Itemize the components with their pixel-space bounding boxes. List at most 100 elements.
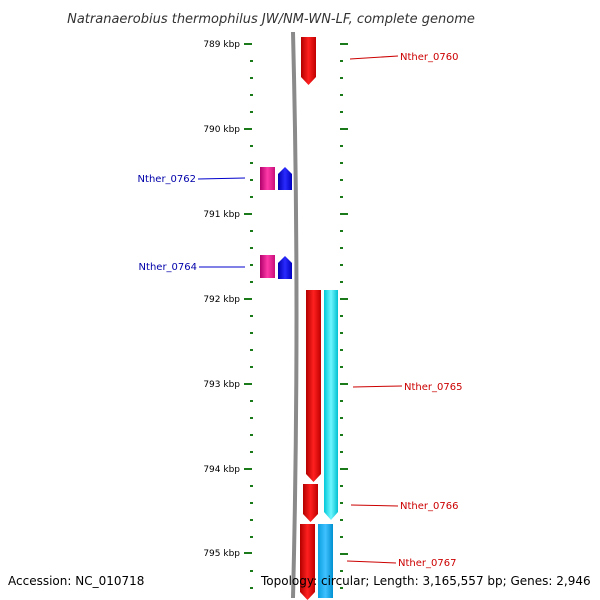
callout-line <box>352 385 403 388</box>
ruler-label: 794 kbp <box>203 465 240 475</box>
ruler-label: 790 kbp <box>203 125 240 135</box>
ruler-minor-tick <box>250 60 253 62</box>
ruler-minor-tick <box>250 332 253 334</box>
ruler-minor-tick <box>250 366 253 368</box>
ruler-major-tick <box>340 128 348 130</box>
callout-line <box>197 177 246 180</box>
accession-text: Accession: NC_010718 <box>8 574 145 588</box>
ruler-minor-tick <box>250 570 253 572</box>
forward-cds-arrow <box>278 167 292 190</box>
ruler-minor-tick <box>340 332 343 334</box>
reverse-cds-arrow <box>301 37 316 85</box>
ruler-label: 793 kbp <box>203 380 240 390</box>
ruler-major-tick <box>340 468 348 470</box>
ruler-minor-tick <box>340 349 343 351</box>
ruler-label: 791 kbp <box>203 210 240 220</box>
gene-label-nther-0765[interactable]: Nther_0765 <box>404 382 462 393</box>
ruler-minor-tick <box>250 417 253 419</box>
ruler-minor-tick <box>340 587 343 589</box>
genome-backbone <box>291 31 299 599</box>
ruler-minor-tick <box>250 485 253 487</box>
ruler-minor-tick <box>340 162 343 164</box>
callout-line <box>346 560 397 564</box>
ruler-minor-tick <box>340 502 343 504</box>
ruler-minor-ticks-left <box>250 60 253 589</box>
reverse-cds-arrow <box>303 484 318 522</box>
ruler-minor-tick <box>250 145 253 147</box>
ruler-minor-tick <box>340 77 343 79</box>
feature-nther-0766: Nther_0766 <box>303 484 458 522</box>
ruler-minor-tick <box>340 400 343 402</box>
ruler-minor-tick <box>250 247 253 249</box>
gene-label-nther-0764[interactable]: Nther_0764 <box>139 262 197 273</box>
ruler-ticks-right <box>340 43 348 589</box>
ruler-minor-tick <box>250 281 253 283</box>
position-ruler: 789 kbp 790 kbp 791 kbp 792 kbp 793 kbp … <box>203 40 348 589</box>
genome-stats-text: Topology: circular; Length: 3,165,557 bp… <box>261 574 591 588</box>
map-title: Natranaerobius thermophilus JW/NM-WN-LF,… <box>67 12 475 27</box>
ruler-major-tick <box>340 298 348 300</box>
ruler-major-tick <box>340 43 348 45</box>
callout-line <box>349 55 399 60</box>
reverse-cds-arrow <box>306 290 321 482</box>
ruler-minor-tick <box>340 570 343 572</box>
ruler-minor-tick <box>340 60 343 62</box>
ruler-major-tick <box>340 213 348 215</box>
ruler-minor-tick <box>340 247 343 249</box>
gene-label-nther-0760[interactable]: Nther_0760 <box>400 52 458 63</box>
ruler-minor-tick <box>340 366 343 368</box>
feature-nther-0765: Nther_0765 <box>306 290 462 520</box>
ruler-minor-tick <box>250 196 253 198</box>
ruler-major-tick <box>340 383 348 385</box>
callout-line <box>350 504 399 507</box>
ruler-minor-tick <box>340 94 343 96</box>
ruler-minor-tick <box>340 230 343 232</box>
misc-feature-block <box>260 167 275 190</box>
ruler-minor-tick <box>250 179 253 181</box>
ruler-minor-tick <box>340 111 343 113</box>
ruler-minor-tick <box>340 536 343 538</box>
ruler-minor-tick <box>340 485 343 487</box>
ruler-minor-tick <box>250 230 253 232</box>
misc-feature-block <box>260 255 275 278</box>
ruler-minor-tick <box>340 196 343 198</box>
ruler-minor-tick <box>250 77 253 79</box>
ruler-minor-tick <box>340 451 343 453</box>
ruler-minor-tick <box>340 145 343 147</box>
ruler-minor-tick <box>250 111 253 113</box>
ruler-minor-tick <box>340 264 343 266</box>
ruler-minor-tick <box>250 94 253 96</box>
reverse-cds-arrow <box>300 524 315 600</box>
ruler-minor-tick <box>340 417 343 419</box>
ruler-minor-tick <box>250 264 253 266</box>
ruler-label: 789 kbp <box>203 40 240 50</box>
forward-cds-arrow <box>278 256 292 279</box>
ruler-label: 792 kbp <box>203 295 240 305</box>
ruler-minor-tick <box>250 349 253 351</box>
ruler-minor-tick <box>250 400 253 402</box>
reverse-cds-arrow <box>324 290 338 520</box>
ruler-minor-tick <box>250 587 253 589</box>
feature-nther-0760: Nther_0760 <box>301 37 458 85</box>
gene-label-nther-0762[interactable]: Nther_0762 <box>138 174 196 185</box>
gene-label-nther-0766[interactable]: Nther_0766 <box>400 501 458 512</box>
ruler-minor-tick <box>250 519 253 521</box>
reverse-cds-arrow <box>318 524 333 598</box>
ruler-minor-tick <box>340 179 343 181</box>
ruler-minor-tick <box>340 315 343 317</box>
ruler-minor-tick <box>250 162 253 164</box>
ruler-minor-tick <box>250 434 253 436</box>
feature-nther-0764: Nther_0764 <box>139 255 292 279</box>
ruler-minor-tick <box>340 281 343 283</box>
ruler-label: 795 kbp <box>203 549 240 559</box>
ruler-minor-tick <box>340 434 343 436</box>
gene-label-nther-0767[interactable]: Nther_0767 <box>398 558 456 569</box>
ruler-minor-tick <box>250 315 253 317</box>
ruler-minor-tick <box>250 451 253 453</box>
feature-nther-0762: Nther_0762 <box>138 167 292 190</box>
ruler-minor-tick <box>250 502 253 504</box>
ruler-minor-tick <box>340 519 343 521</box>
feature-nther-0767: Nther_0767 <box>300 524 456 600</box>
ruler-minor-tick <box>250 536 253 538</box>
